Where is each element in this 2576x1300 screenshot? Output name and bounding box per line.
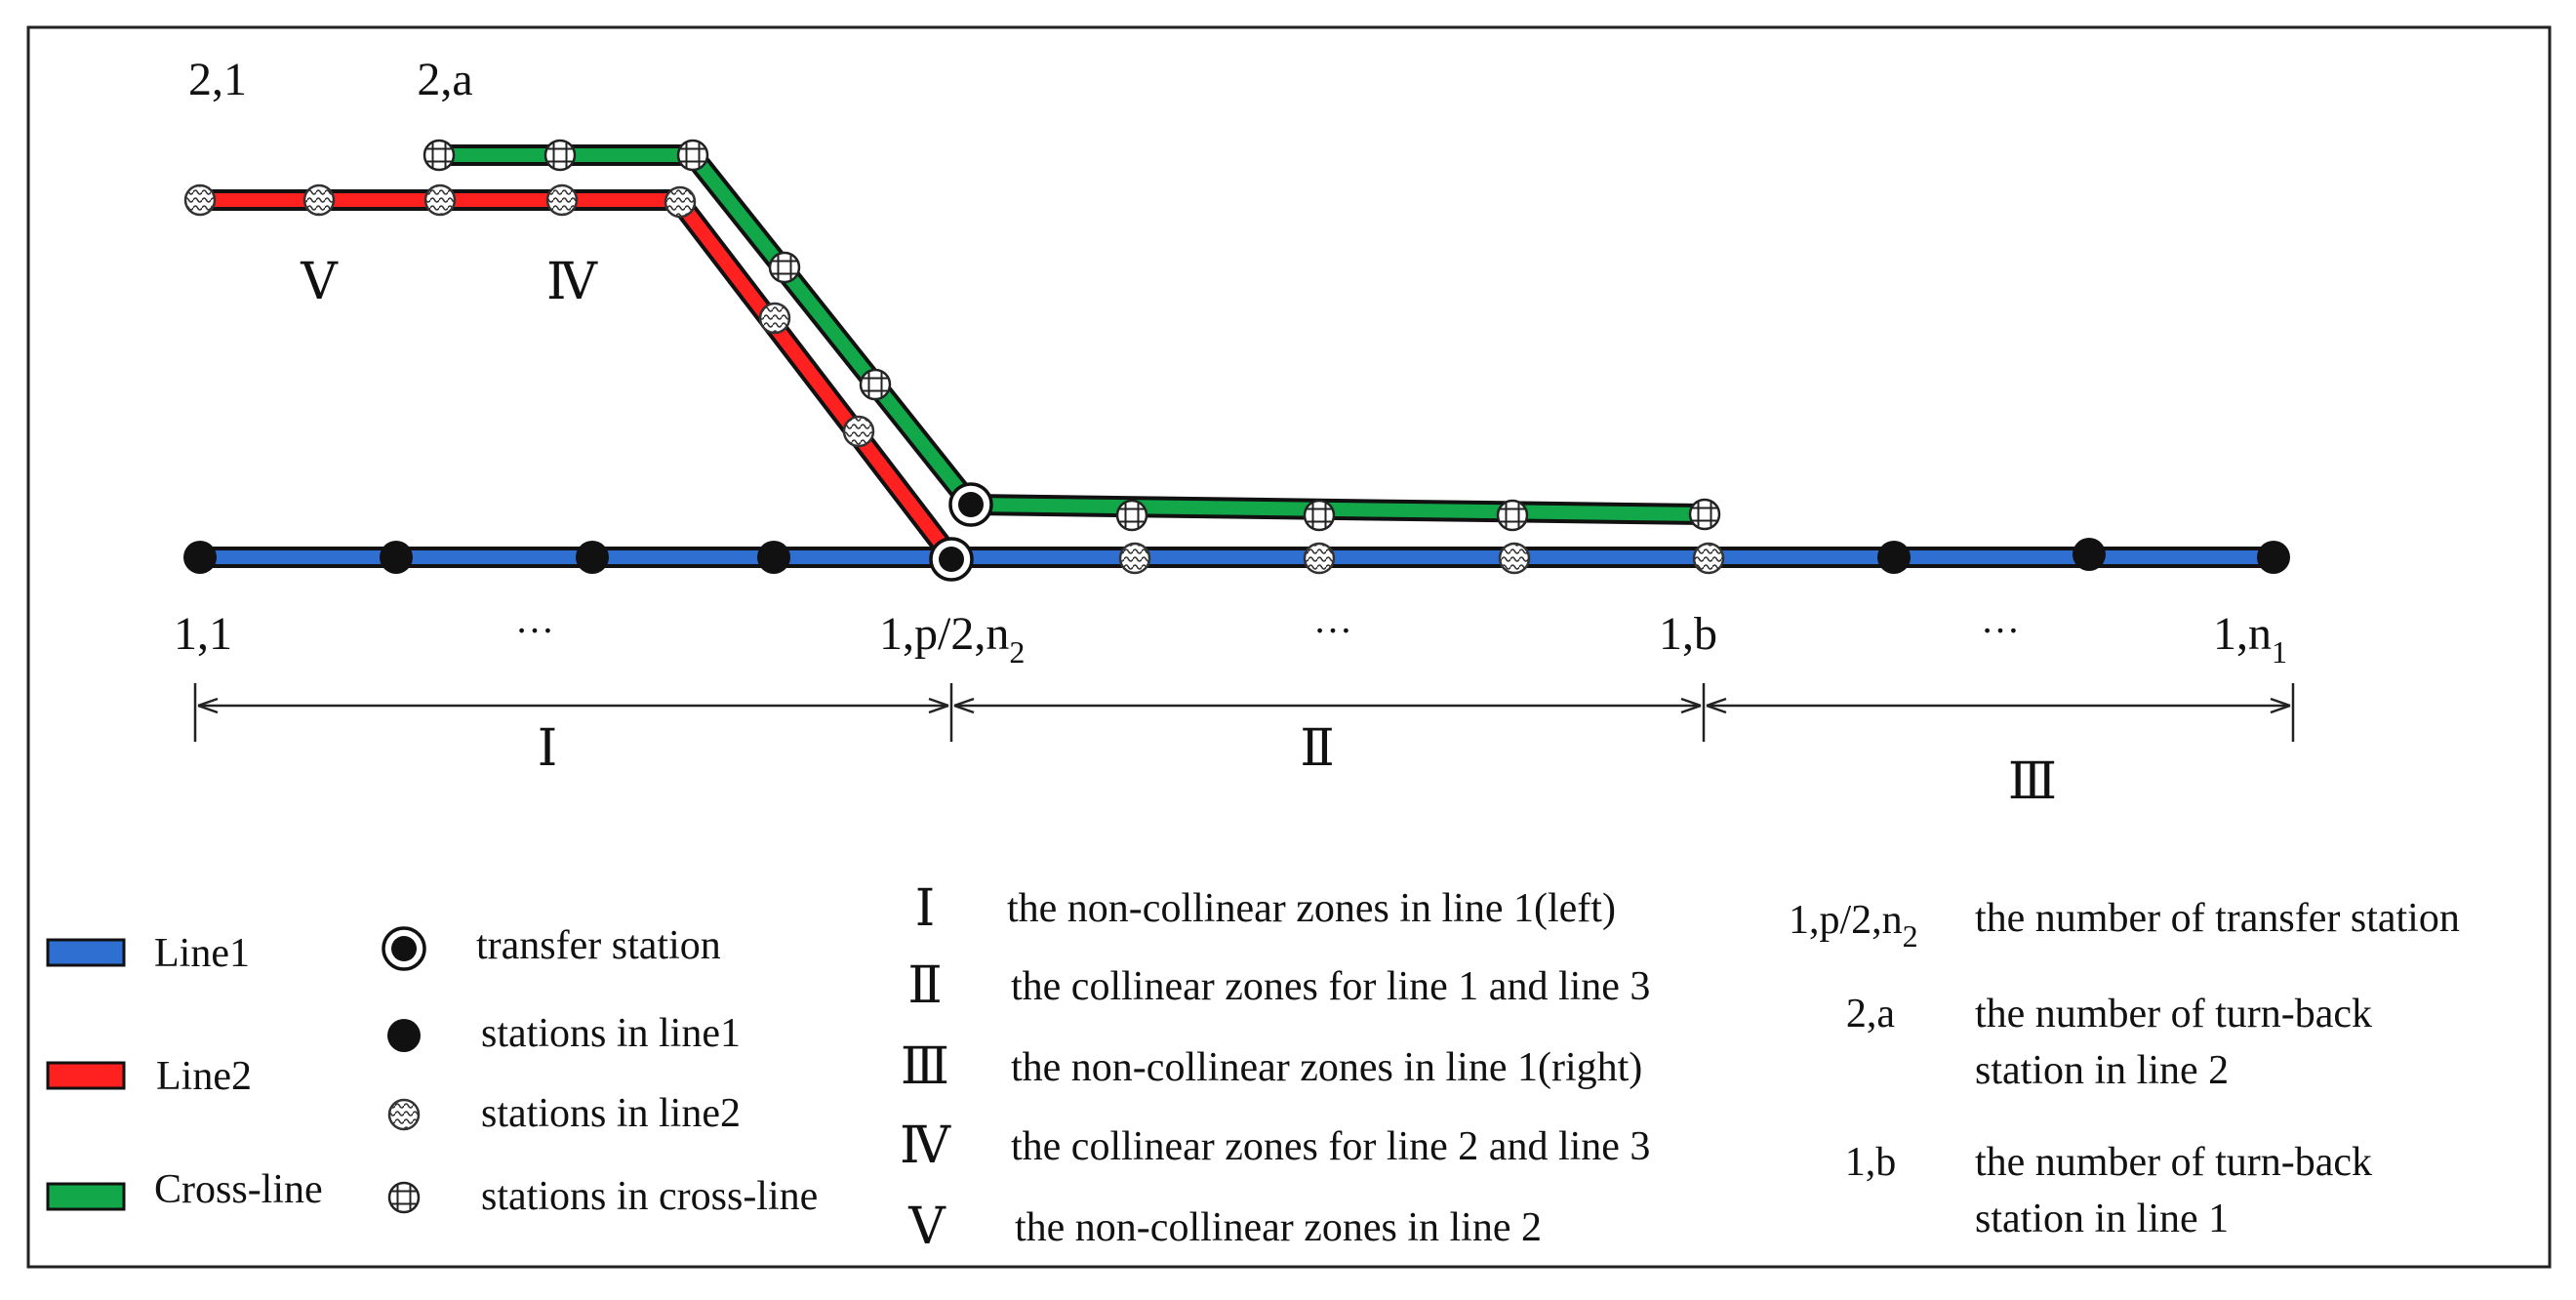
legend-notation-transfer-symbol: 1,p/2,n2 xyxy=(1789,898,1918,954)
figure-frame xyxy=(26,25,2552,1269)
transfer-station-icon xyxy=(929,537,974,582)
cross-line-station-icon xyxy=(387,1181,421,1214)
line1-station-icon xyxy=(387,1019,421,1052)
cross-line-station-icon xyxy=(1303,499,1336,532)
cross-line-station-icon xyxy=(768,251,801,284)
ellipsis-zone-3: … xyxy=(1981,597,2020,641)
zone-label-V: Ⅴ xyxy=(300,255,339,310)
legend-notation: 1,p/2,n2 the number of transfer station … xyxy=(1789,896,2460,1241)
line2-station-icon xyxy=(183,183,217,217)
legend-notation-2a-symbol: 2,a xyxy=(1846,992,1896,1036)
legend-lines: Line1 Line2 Cross-line xyxy=(46,931,323,1212)
cross-line-station-icon xyxy=(676,139,709,172)
legend-line2-stations-label: stations in line2 xyxy=(481,1091,741,1136)
legend-zone-II-symbol: Ⅱ xyxy=(907,958,942,1014)
line2-station-icon xyxy=(423,183,457,217)
legend-notation-2a-text-line1: the number of turn-back xyxy=(1975,992,2372,1036)
line1-station-icon xyxy=(2073,538,2106,571)
legend-notation-1b-symbol: 1,b xyxy=(1845,1140,1897,1185)
zone-dimension-arrows xyxy=(193,683,2295,742)
legend-zone-III-symbol: Ⅲ xyxy=(901,1039,949,1095)
zone-label-I: Ⅰ xyxy=(538,721,558,777)
legend-line2-label: Line2 xyxy=(156,1054,252,1099)
legend-zone-V-text: the non-collinear zones in line 2 xyxy=(1015,1205,1542,1250)
label-transfer-station: 1,p/2,n2 xyxy=(879,608,1025,670)
legend-notation-2a-text-line2: station in line 2 xyxy=(1975,1048,2229,1093)
legend-stations: transfer station stations in line1 stati… xyxy=(382,923,818,1219)
legend-zones: Ⅰ the non-collinear zones in line 1(left… xyxy=(900,881,1650,1255)
line2-track xyxy=(200,189,960,564)
legend-notation-1b-text-line1: the number of turn-back xyxy=(1975,1140,2372,1185)
line1-station-icon xyxy=(183,541,217,574)
legend-zone-I-text: the non-collinear zones in line 1(left) xyxy=(1007,886,1616,931)
line1-station-icon xyxy=(757,541,790,574)
legend-zone-V-symbol: Ⅴ xyxy=(907,1199,946,1255)
ellipsis-zone-1: … xyxy=(515,597,554,641)
label-station-1-b: 1,b xyxy=(1659,608,1717,660)
line1-stations xyxy=(183,538,2290,574)
zone-label-III: Ⅲ xyxy=(2008,754,2057,810)
blue-line-swatch-icon xyxy=(46,938,126,967)
line2-station-icon xyxy=(758,302,791,335)
red-line-swatch-icon xyxy=(46,1061,126,1090)
legend-notation-1b-text-line2: station in line 1 xyxy=(1975,1197,2229,1241)
line1-station-icon xyxy=(576,541,609,574)
legend-zone-II-text: the collinear zones for line 1 and line … xyxy=(1011,964,1650,1009)
cross-line-station-icon xyxy=(1688,498,1721,531)
legend-cross-line-stations-label: stations in cross-line xyxy=(481,1174,818,1219)
line2-stations xyxy=(183,183,1725,575)
ellipsis-zone-2: … xyxy=(1313,597,1352,641)
cross-line-stations xyxy=(423,139,1721,532)
label-station-2-a: 2,a xyxy=(417,54,472,105)
line2-station-icon xyxy=(545,183,579,217)
line2-station-icon xyxy=(387,1098,421,1131)
line2-station-icon xyxy=(664,185,697,219)
legend-zone-IV-symbol: Ⅳ xyxy=(900,1118,951,1174)
label-station-1-n1: 1,n1 xyxy=(2213,608,2287,670)
legend-line1-label: Line1 xyxy=(154,931,250,976)
label-station-1-1: 1,1 xyxy=(174,608,232,660)
line1-station-icon xyxy=(1877,541,1911,574)
zone-label-IV: Ⅳ xyxy=(546,255,598,310)
cross-line-station-icon xyxy=(1115,499,1148,532)
legend-notation-transfer-text: the number of transfer station xyxy=(1975,896,2460,941)
legend-zone-I-symbol: Ⅰ xyxy=(915,881,936,937)
transfer-station-icon xyxy=(382,926,426,971)
legend-zone-IV-text: the collinear zones for line 2 and line … xyxy=(1011,1124,1650,1169)
legend-transfer-station-label: transfer station xyxy=(476,923,721,968)
green-line-swatch-icon xyxy=(46,1182,126,1211)
cross-line-station-icon xyxy=(859,368,892,401)
cross-line-station-icon xyxy=(1496,499,1529,532)
line2-station-icon xyxy=(1692,542,1725,575)
line2-station-icon xyxy=(1498,542,1531,575)
cross-line-station-icon xyxy=(543,139,577,172)
legend-cross-line-label: Cross-line xyxy=(154,1167,323,1212)
line2-station-icon xyxy=(842,415,875,448)
line2-station-icon xyxy=(302,183,336,217)
zone-label-II: Ⅱ xyxy=(1300,721,1334,777)
cross-line-station-icon xyxy=(423,139,456,172)
line1-station-icon xyxy=(2257,541,2290,574)
transfer-station-icon xyxy=(948,482,993,527)
line2-station-icon xyxy=(1118,542,1151,575)
legend-zone-III-text: the non-collinear zones in line 1(right) xyxy=(1011,1045,1642,1090)
line1-station-icon xyxy=(380,541,413,574)
label-station-2-1: 2,1 xyxy=(188,54,247,105)
legend-line1-stations-label: stations in line1 xyxy=(481,1011,741,1056)
line2-station-icon xyxy=(1303,542,1336,575)
